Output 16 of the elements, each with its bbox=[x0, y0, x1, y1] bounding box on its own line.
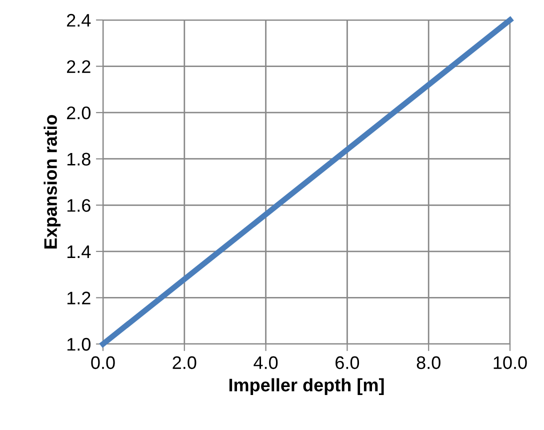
x-tick-label: 8.0 bbox=[416, 356, 440, 370]
y-tick-label: 1.2 bbox=[67, 292, 90, 304]
y-tick-label: 2.2 bbox=[67, 60, 90, 73]
y-tick-label: 1.4 bbox=[67, 246, 91, 258]
y-tick-label: 1.0 bbox=[67, 338, 90, 351]
y-tick-label: 2.4 bbox=[67, 14, 91, 27]
x-tick-label: 2.0 bbox=[172, 356, 196, 370]
x-tick-label: 10.0 bbox=[494, 356, 527, 370]
x-tick-label: 0.0 bbox=[91, 356, 115, 370]
x-tick-label: 4.0 bbox=[254, 356, 278, 370]
y-tick-label: 1.6 bbox=[67, 199, 90, 212]
y-tick-label: 2.0 bbox=[67, 106, 90, 120]
x-axis-title: Impeller depth [m] bbox=[229, 378, 384, 396]
x-tick-label: 6.0 bbox=[336, 356, 360, 370]
y-axis-title: Expansion ratio bbox=[44, 114, 61, 249]
y-tick-label: 1.8 bbox=[67, 152, 90, 166]
